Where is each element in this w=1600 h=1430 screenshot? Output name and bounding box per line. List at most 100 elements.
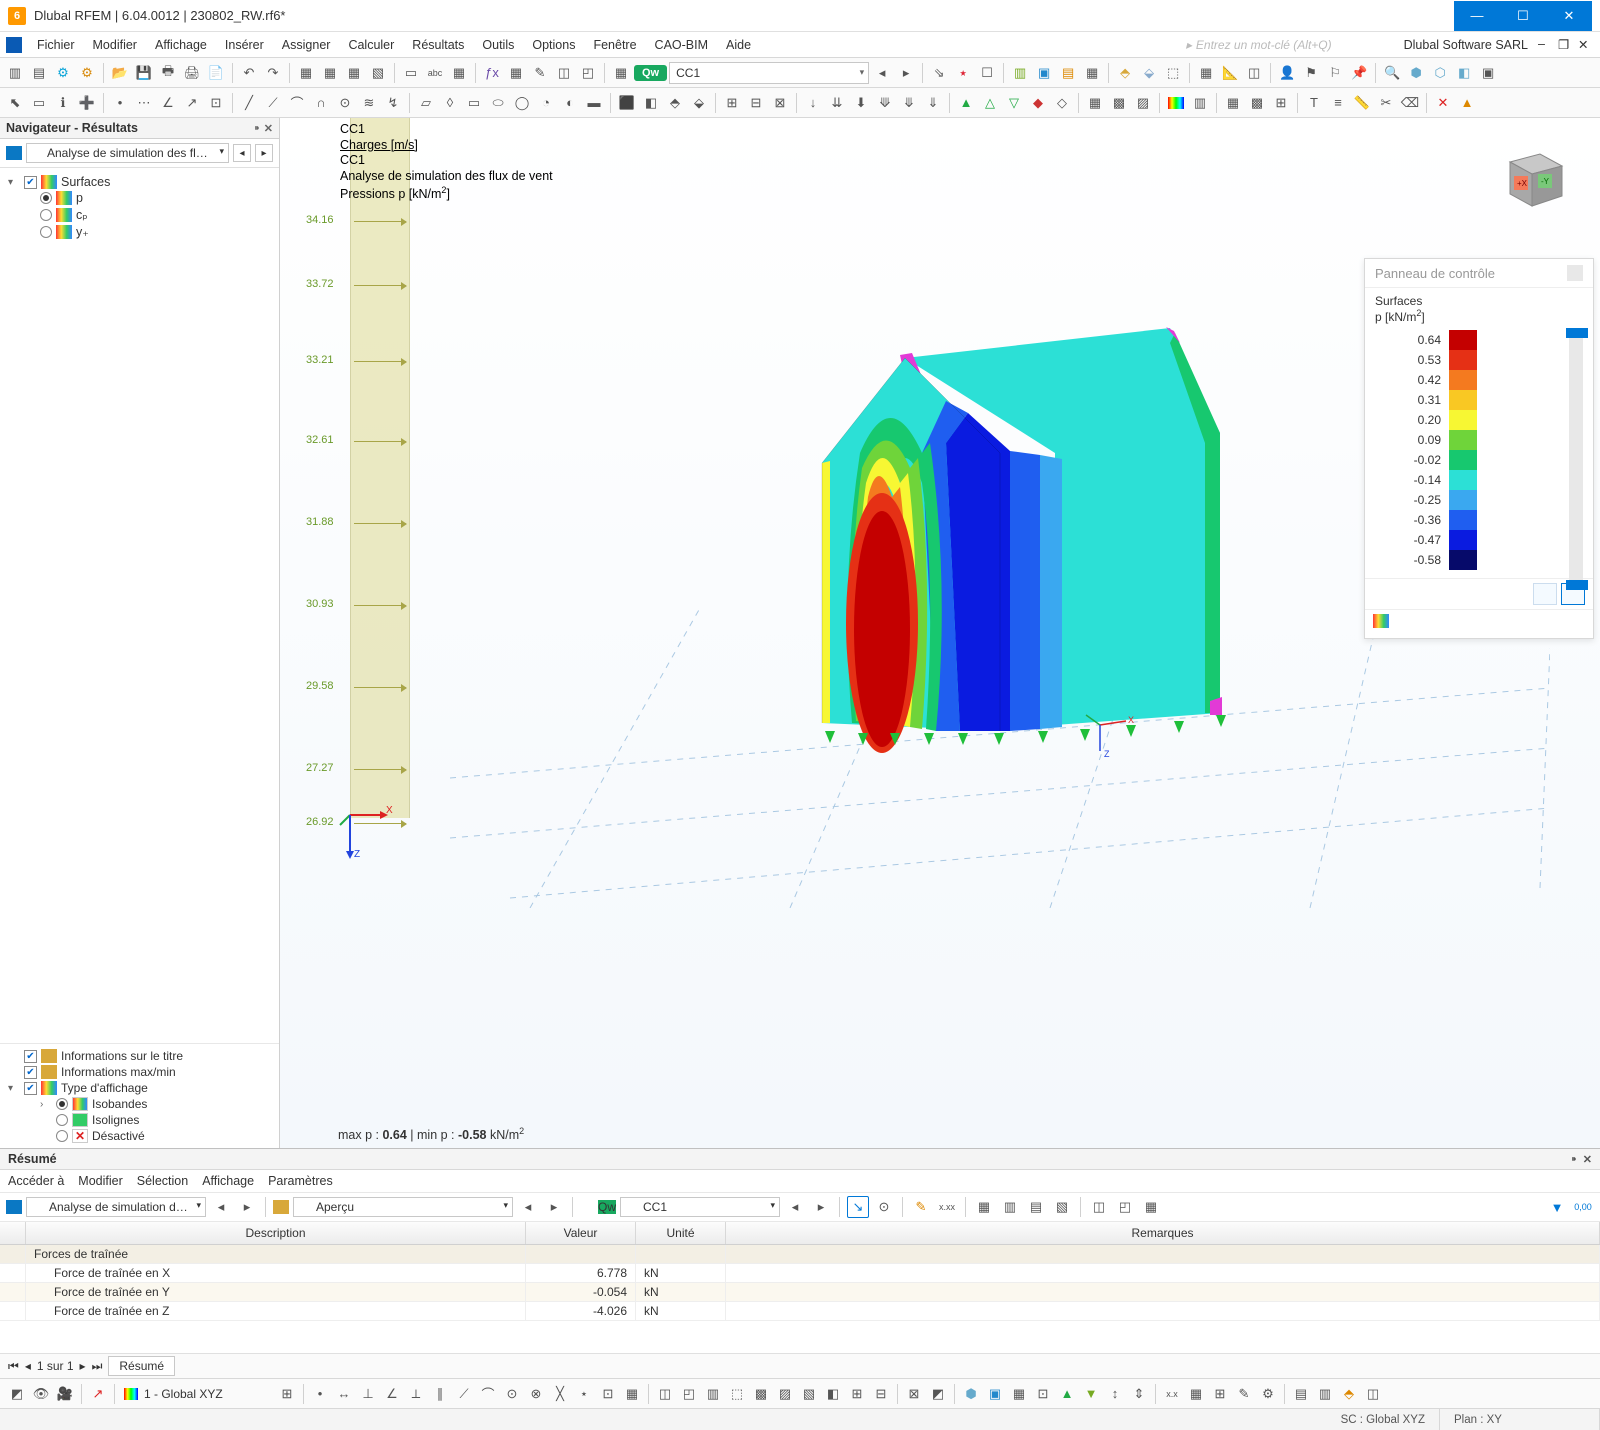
saveall-icon[interactable]: 🖶	[157, 62, 179, 84]
bb-23-icon[interactable]: ◧	[822, 1383, 844, 1405]
bb-10-icon[interactable]: ⊙	[501, 1383, 523, 1405]
bb-38-icon[interactable]: ⊞	[1209, 1383, 1231, 1405]
m6-icon[interactable]: ≋	[358, 92, 380, 114]
resume-close-icon[interactable]: ✕	[1583, 1153, 1592, 1166]
bb-cam-icon[interactable]: 🎥	[54, 1383, 76, 1405]
rtool-next2[interactable]: ▸	[543, 1196, 565, 1218]
col2-icon[interactable]: ▥	[1189, 92, 1211, 114]
rt-00-icon[interactable]: 0,00	[1572, 1196, 1594, 1218]
rt-h-icon[interactable]: ▧	[1051, 1196, 1073, 1218]
bb-18-icon[interactable]: ▥	[702, 1383, 724, 1405]
m2-icon[interactable]: ⟋	[262, 92, 284, 114]
s7-icon[interactable]: ◐	[559, 92, 581, 114]
tree-item-0[interactable]: p	[4, 190, 275, 206]
close-button[interactable]: ✕	[1546, 1, 1592, 31]
v3-icon[interactable]: ⬘	[664, 92, 686, 114]
tree-item-2[interactable]: y₊	[4, 223, 275, 240]
s2-icon[interactable]: ◊	[439, 92, 461, 114]
maximize-button[interactable]: ☐	[1500, 1, 1546, 31]
tb-b-icon[interactable]: ⭑	[952, 62, 974, 84]
flag1-icon[interactable]: ⚑	[1300, 62, 1322, 84]
l3-icon[interactable]: ⬇	[850, 92, 872, 114]
bb-35-icon[interactable]: ⇕	[1128, 1383, 1150, 1405]
radio-icon[interactable]	[40, 226, 52, 238]
bb-22-icon[interactable]: ▧	[798, 1383, 820, 1405]
bb-eye-icon[interactable]: 👁	[30, 1383, 52, 1405]
resume-pin-icon[interactable]: ⁍	[1571, 1153, 1577, 1166]
rt-e-icon[interactable]: ▦	[973, 1196, 995, 1218]
cube1-icon[interactable]: ⬘	[1114, 62, 1136, 84]
viewport-3d[interactable]: 34.1633.7233.2132.6131.8830.9329.5827.27…	[280, 118, 1600, 1148]
radio-icon[interactable]	[56, 1114, 68, 1126]
r2-icon[interactable]: ▩	[1108, 92, 1130, 114]
col-description[interactable]: Description	[26, 1222, 526, 1244]
l4-icon[interactable]: ⟱	[874, 92, 896, 114]
rt-i-icon[interactable]: ◫	[1088, 1196, 1110, 1218]
table-row[interactable]: Force de traînée en Z-4.026kN	[0, 1302, 1600, 1321]
m7-icon[interactable]: ↯	[382, 92, 404, 114]
nav-close-icon[interactable]: ✕	[264, 122, 273, 135]
report-icon[interactable]: 📄	[205, 62, 227, 84]
tree-disp-0[interactable]: ›Isobandes	[4, 1096, 275, 1112]
tb-d-icon[interactable]: ▥	[1009, 62, 1031, 84]
s1-icon[interactable]: ▱	[415, 92, 437, 114]
pg-first-icon[interactable]: ⏮	[8, 1359, 19, 1374]
col-icon[interactable]	[1165, 92, 1187, 114]
bb-axis-icon[interactable]: ↗	[87, 1383, 109, 1405]
nav-cube[interactable]: +X -Y	[1490, 138, 1570, 218]
table-row[interactable]: Force de traînée en Y-0.054kN	[0, 1283, 1600, 1302]
iso2-icon[interactable]: ⬡	[1429, 62, 1451, 84]
radio-icon[interactable]	[56, 1130, 68, 1142]
pg-prev-icon[interactable]: ◂	[25, 1359, 31, 1373]
rmenu-selection[interactable]: Sélection	[137, 1174, 188, 1188]
ruler-icon[interactable]: 📐	[1219, 62, 1241, 84]
rt-j-icon[interactable]: ◰	[1114, 1196, 1136, 1218]
bb-40-icon[interactable]: ⚙	[1257, 1383, 1279, 1405]
iso4-icon[interactable]: ▣	[1477, 62, 1499, 84]
bb-26-icon[interactable]: ⊠	[903, 1383, 925, 1405]
s4-icon[interactable]: ⬭	[487, 92, 509, 114]
s3-icon[interactable]: ▭	[463, 92, 485, 114]
bb-12-icon[interactable]: ╳	[549, 1383, 571, 1405]
rmenu-affichage[interactable]: Affichage	[202, 1174, 254, 1188]
t3-icon[interactable]: 📏	[1351, 92, 1373, 114]
g1-icon[interactable]: ▦	[1222, 92, 1244, 114]
tb-g-icon[interactable]: ▦	[1081, 62, 1103, 84]
menu-assigner[interactable]: Assigner	[273, 35, 340, 55]
selplus-icon[interactable]: ➕	[76, 92, 98, 114]
bb-13-icon[interactable]: ⋆	[573, 1383, 595, 1405]
s5-icon[interactable]: ◯	[511, 92, 533, 114]
pg-next-icon[interactable]: ▸	[80, 1359, 86, 1373]
col-valeur[interactable]: Valeur	[526, 1222, 636, 1244]
bb-11-icon[interactable]: ⊗	[525, 1383, 547, 1405]
tree-disp-1[interactable]: Isolignes	[4, 1112, 275, 1128]
tree-display-type[interactable]: ▾✔Type d'affichage	[4, 1080, 275, 1096]
layer-icon[interactable]: ✎	[529, 62, 551, 84]
view1-icon[interactable]: ▦	[295, 62, 317, 84]
bb-34-icon[interactable]: ↕	[1104, 1383, 1126, 1405]
bb-41-icon[interactable]: ▤	[1290, 1383, 1312, 1405]
t1-icon[interactable]: T	[1303, 92, 1325, 114]
rt-b-icon[interactable]: ⊙	[873, 1196, 895, 1218]
clip-icon[interactable]: ◫	[1243, 62, 1265, 84]
view2-icon[interactable]: ▦	[319, 62, 341, 84]
flag2-icon[interactable]: ⚐	[1324, 62, 1346, 84]
rtool-next1[interactable]: ▸	[236, 1196, 258, 1218]
bb-6-icon[interactable]: ⟂	[405, 1383, 427, 1405]
nav-next-button[interactable]: ▸	[255, 144, 273, 162]
menu-modifier[interactable]: Modifier	[84, 35, 146, 55]
open-icon[interactable]: 📂	[109, 62, 131, 84]
r1-icon[interactable]: ▦	[1084, 92, 1106, 114]
bb-14-icon[interactable]: ⊡	[597, 1383, 619, 1405]
bb-5-icon[interactable]: ∠	[381, 1383, 403, 1405]
rtool-next3[interactable]: ▸	[810, 1196, 832, 1218]
resume-sel1[interactable]: Analyse de simulation d…	[26, 1197, 206, 1217]
cp-btn1[interactable]	[1533, 583, 1557, 605]
sup2-icon[interactable]: △	[979, 92, 1001, 114]
rmenu-parametres[interactable]: Paramètres	[268, 1174, 333, 1188]
bb-24-icon[interactable]: ⊞	[846, 1383, 868, 1405]
bb-32-icon[interactable]: ▲	[1056, 1383, 1078, 1405]
col-unite[interactable]: Unité	[636, 1222, 726, 1244]
resume-sel2[interactable]: Aperçu	[293, 1197, 513, 1217]
case-combo[interactable]: CC1	[669, 62, 869, 84]
